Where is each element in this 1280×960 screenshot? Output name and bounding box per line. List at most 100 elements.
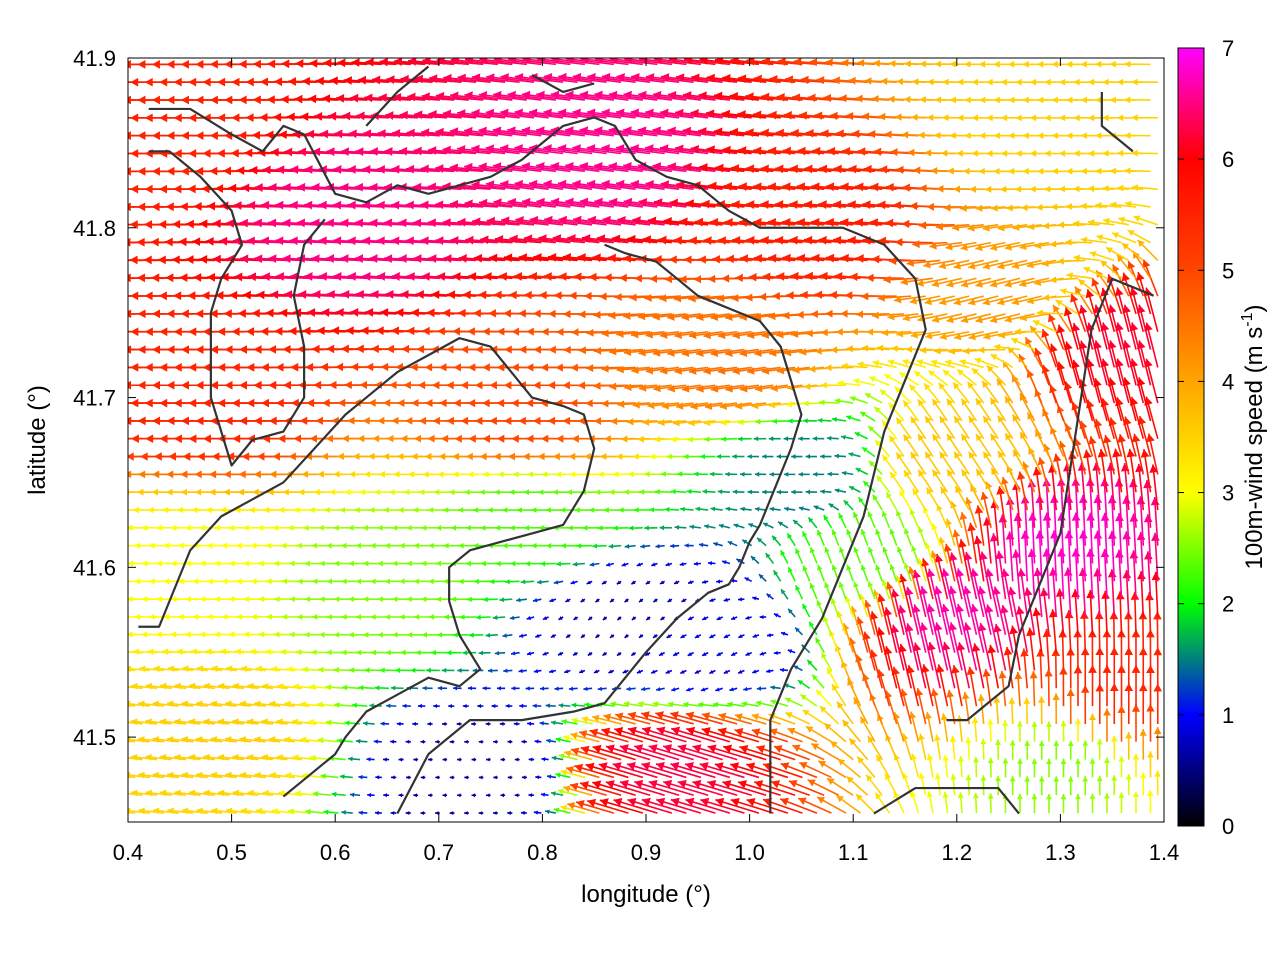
wind-vector bbox=[949, 735, 957, 760]
wind-vector-head bbox=[883, 646, 893, 655]
wind-vector-head bbox=[743, 686, 748, 692]
wind-vector bbox=[420, 775, 426, 780]
wind-vector-head bbox=[513, 721, 518, 726]
wind-vector-head bbox=[1024, 776, 1031, 782]
wind-vector-head bbox=[694, 669, 700, 674]
wind-vector bbox=[759, 614, 767, 620]
wind-vector-head bbox=[232, 789, 240, 797]
wind-vector bbox=[993, 696, 1001, 725]
wind-vector-head bbox=[110, 808, 116, 815]
wind-vector bbox=[174, 789, 201, 797]
wind-vector-head bbox=[707, 779, 717, 789]
wind-vector-head bbox=[184, 631, 191, 638]
wind-vector-head bbox=[192, 613, 199, 621]
wind-vector-head bbox=[951, 665, 960, 674]
wind-vector-head bbox=[251, 613, 257, 620]
wind-vector-head bbox=[982, 668, 991, 677]
wind-vector-head bbox=[940, 713, 948, 721]
wind-vector bbox=[475, 614, 491, 620]
wind-vector-head bbox=[612, 762, 622, 771]
wind-vector-head bbox=[560, 769, 568, 776]
wind-vector-head bbox=[528, 793, 533, 798]
wind-vector-head bbox=[585, 762, 595, 772]
wind-vector bbox=[877, 593, 891, 636]
wind-vector bbox=[624, 634, 629, 639]
wind-vector bbox=[723, 634, 731, 639]
wind-vector bbox=[592, 744, 636, 761]
wind-vector-head bbox=[281, 613, 288, 620]
wind-vector-head bbox=[560, 804, 568, 812]
wind-vector-head bbox=[1075, 793, 1081, 800]
wind-vector-head bbox=[626, 762, 636, 771]
wind-vector-head bbox=[1115, 591, 1125, 600]
wind-vector-head bbox=[1009, 776, 1016, 782]
wind-vector-head bbox=[1111, 775, 1118, 781]
wind-vector-shaft bbox=[1036, 567, 1043, 618]
wind-vector bbox=[699, 762, 745, 779]
wind-vector bbox=[593, 669, 600, 674]
wind-vector bbox=[1014, 671, 1023, 707]
wind-vector bbox=[390, 739, 397, 744]
wind-vector-head bbox=[1140, 772, 1147, 779]
wind-vector bbox=[128, 757, 143, 761]
wind-vector-head bbox=[271, 807, 278, 815]
wind-vector-head bbox=[1042, 628, 1052, 638]
wind-vector bbox=[546, 738, 556, 744]
wind-vector bbox=[254, 736, 281, 743]
wind-vector bbox=[853, 581, 862, 600]
wind-vector-head bbox=[214, 596, 220, 603]
wind-vector-head bbox=[496, 686, 501, 691]
wind-vector-head bbox=[1118, 755, 1125, 762]
wind-vector-head bbox=[540, 686, 545, 691]
wind-vector-head bbox=[987, 644, 997, 654]
wind-vector-head bbox=[785, 712, 793, 719]
wind-vector-head bbox=[872, 589, 880, 597]
wind-vector bbox=[532, 703, 542, 709]
wind-vector bbox=[555, 737, 571, 743]
wind-vector-head bbox=[579, 669, 584, 674]
wind-vector bbox=[729, 687, 738, 692]
wind-vector bbox=[174, 682, 201, 690]
wind-vector-head bbox=[520, 810, 525, 815]
wind-vector bbox=[859, 716, 876, 743]
wind-vector-head bbox=[420, 739, 425, 744]
wind-vector bbox=[987, 644, 1000, 689]
wind-vector bbox=[579, 781, 622, 797]
wind-vector-head bbox=[486, 757, 490, 762]
wind-vector-head bbox=[942, 791, 949, 798]
wind-vector-head bbox=[138, 700, 145, 708]
wind-vector-head bbox=[167, 771, 174, 779]
wind-vector-head bbox=[541, 757, 546, 762]
wind-vector bbox=[138, 807, 165, 815]
wind-vector bbox=[1060, 720, 1067, 742]
wind-vector-head bbox=[639, 634, 644, 638]
wind-vector bbox=[941, 603, 956, 653]
wind-vector-head bbox=[933, 622, 943, 632]
wind-vector bbox=[709, 634, 716, 639]
wind-vector bbox=[195, 771, 223, 779]
wind-vector bbox=[687, 616, 695, 621]
wind-vector bbox=[1017, 568, 1029, 618]
wind-vector-head bbox=[163, 613, 170, 621]
wind-vector bbox=[926, 791, 934, 814]
wind-vector bbox=[1029, 671, 1038, 707]
wind-vector bbox=[727, 701, 745, 708]
wind-vector bbox=[349, 667, 368, 673]
wind-vector-head bbox=[906, 665, 915, 674]
wind-vector bbox=[998, 670, 1007, 707]
wind-vector bbox=[951, 664, 963, 707]
wind-vector-head bbox=[276, 754, 284, 761]
wind-vector-head bbox=[108, 489, 114, 496]
wind-vector-head bbox=[751, 728, 761, 737]
wind-vector bbox=[985, 568, 1000, 618]
wind-vector-shaft bbox=[921, 622, 934, 671]
wind-vector bbox=[217, 753, 245, 761]
wind-vector bbox=[130, 753, 158, 761]
wind-vector bbox=[1132, 791, 1139, 814]
wind-vector-head bbox=[1060, 758, 1067, 764]
wind-vector-head bbox=[519, 703, 524, 709]
wind-vector bbox=[599, 798, 644, 814]
wind-vector-head bbox=[349, 792, 355, 798]
wind-vector-head bbox=[766, 668, 771, 674]
wind-vector bbox=[510, 651, 520, 656]
